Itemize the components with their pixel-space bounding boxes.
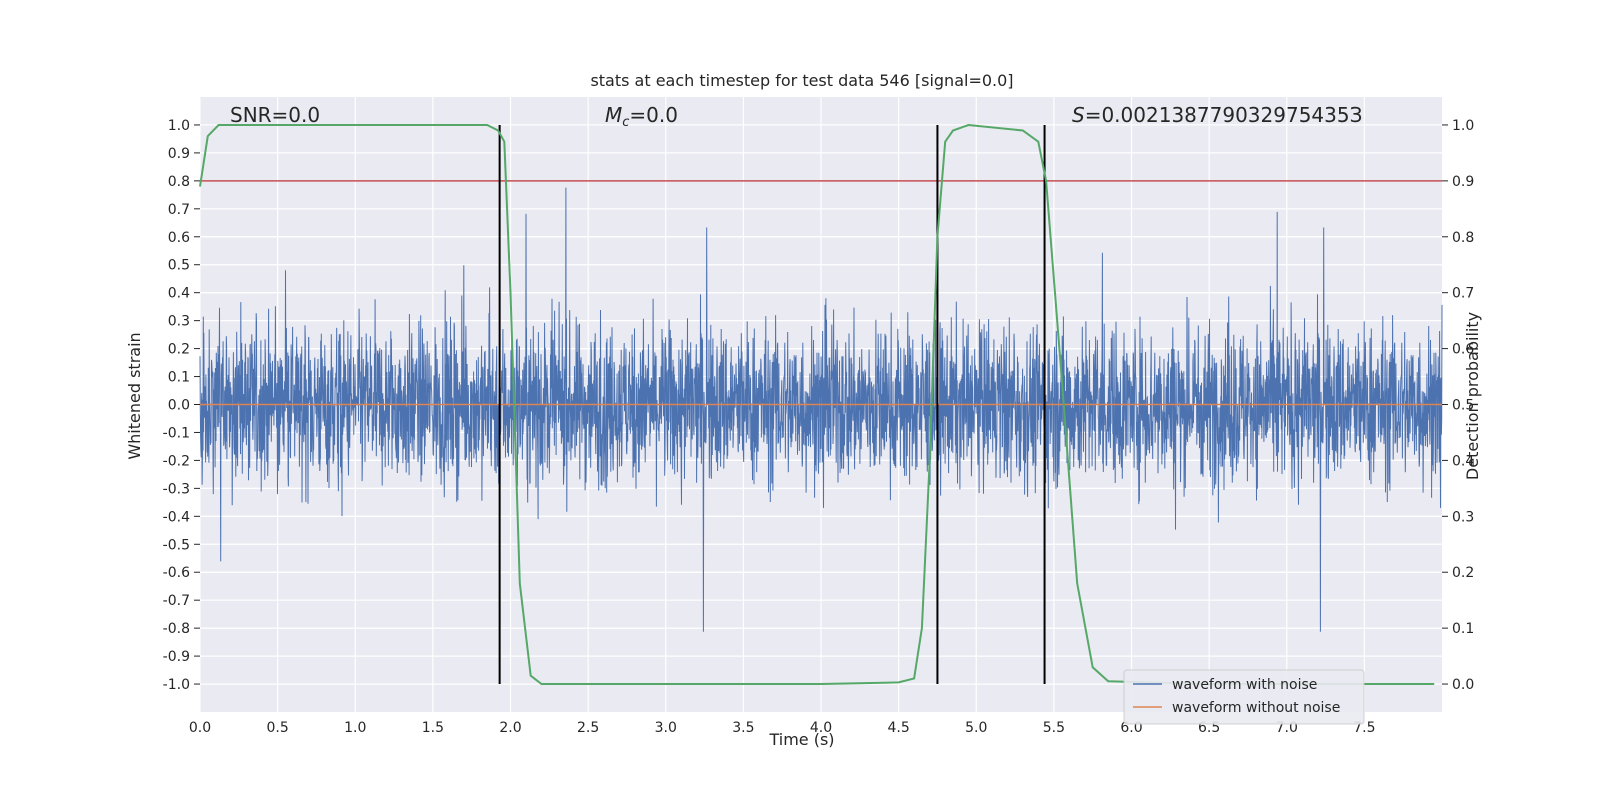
x-tick-label: 1.0 xyxy=(344,720,366,736)
y2-tick-label: 0.9 xyxy=(1452,174,1474,190)
series-detection-probability xyxy=(199,123,1435,685)
x-axis-label: Time (s) xyxy=(768,730,834,749)
y2-tick-label: 0.4 xyxy=(1452,453,1474,469)
legend: waveform with noise waveform without noi… xyxy=(1123,669,1365,725)
y2-tick-label: 0.5 xyxy=(1452,398,1474,414)
y2-tick-label: 0.0 xyxy=(1452,677,1474,693)
annotation-s: S=0.002138779032975435З xyxy=(1072,103,1362,127)
legend-entry-clean: waveform without noise xyxy=(1172,700,1340,716)
probability-line xyxy=(199,123,1435,685)
annotation-snr: SNR=0.0 xyxy=(230,103,320,127)
y-tick-label: 1.0 xyxy=(168,118,190,134)
y-tick-label: 0.8 xyxy=(168,174,190,190)
y-axis-label: Whitened strain xyxy=(125,332,144,459)
y2-tick-label: 0.2 xyxy=(1452,565,1474,581)
y-tick-label: 0.0 xyxy=(168,398,190,414)
y-tick-label: 0.3 xyxy=(168,314,190,330)
legend-entry-noise: waveform with noise xyxy=(1172,677,1317,693)
y-tick-label: -0.5 xyxy=(163,537,190,553)
y-tick-label: 0.2 xyxy=(168,342,190,358)
y2-tick-label: 1.0 xyxy=(1452,118,1474,134)
y2-tick-label: 0.7 xyxy=(1452,286,1474,302)
y2-axis-label: Detection probability xyxy=(1463,312,1482,480)
y2-ticks: 1.0 0.9 0.8 0.7 0.6 0.5 0.4 0.3 0.2 0.1 0.0 xyxy=(1442,118,1474,693)
y2-tick-label: 0.3 xyxy=(1452,509,1474,525)
x-tick-label: 4.0 xyxy=(810,720,832,736)
y-tick-label: -1.0 xyxy=(163,677,190,693)
y-tick-label: -0.7 xyxy=(163,593,190,609)
x-tick-label: 5.5 xyxy=(1043,720,1065,736)
x-tick-label: 2.0 xyxy=(499,720,521,736)
x-tick-label: 0.5 xyxy=(266,720,288,736)
chart-title: stats at each timestep for test data 546… xyxy=(590,71,1013,90)
annotation-mc-sub: c xyxy=(622,115,629,130)
annotation-mc-symbol: M xyxy=(605,103,622,127)
vertical-markers xyxy=(498,124,1046,685)
y-ticks: 1.0 0.9 0.8 0.7 0.6 0.5 0.4 0.3 0.2 0.1 0.0 -0.1 -0.… xyxy=(163,118,200,693)
series-waveform-with-noise xyxy=(199,187,1443,632)
y2-tick-label: 0.6 xyxy=(1452,342,1474,358)
y2-tick-label: 0.8 xyxy=(1452,230,1474,246)
y2-tick-label: 0.1 xyxy=(1452,621,1474,637)
y-tick-label: 0.1 xyxy=(168,370,190,386)
y-tick-label: -0.6 xyxy=(163,565,190,581)
annotation-s-value: =0.002138779032975435З xyxy=(1085,103,1363,127)
y-tick-label: 0.6 xyxy=(168,230,190,246)
x-tick-label: 4.5 xyxy=(887,720,909,736)
y-tick-label: -0.9 xyxy=(163,649,190,665)
y-tick-label: 0.5 xyxy=(168,258,190,274)
y-tick-label: -0.1 xyxy=(163,425,190,441)
annotation-mc: Mc=0.0 xyxy=(605,103,678,130)
x-tick-label: 2.5 xyxy=(577,720,599,736)
noise-waveform-line xyxy=(199,187,1443,632)
x-tick-label: 5.0 xyxy=(965,720,987,736)
x-tick-label: 3.5 xyxy=(732,720,754,736)
y-tick-label: 0.9 xyxy=(168,146,190,162)
x-tick-label: 1.5 xyxy=(422,720,444,736)
annotation-mc-value: =0.0 xyxy=(629,103,678,127)
y-tick-label: -0.2 xyxy=(163,453,190,469)
y-tick-label: -0.8 xyxy=(163,621,190,637)
y-tick-label: 0.7 xyxy=(168,202,190,218)
y-tick-label: -0.4 xyxy=(163,509,190,525)
y-tick-label: 0.4 xyxy=(168,286,190,302)
y-tick-label: -0.3 xyxy=(163,481,190,497)
legend-box xyxy=(1123,669,1365,725)
annotation-s-symbol: S xyxy=(1072,103,1085,127)
x-tick-label: 3.0 xyxy=(655,720,677,736)
x-tick-label: 0.0 xyxy=(189,720,211,736)
